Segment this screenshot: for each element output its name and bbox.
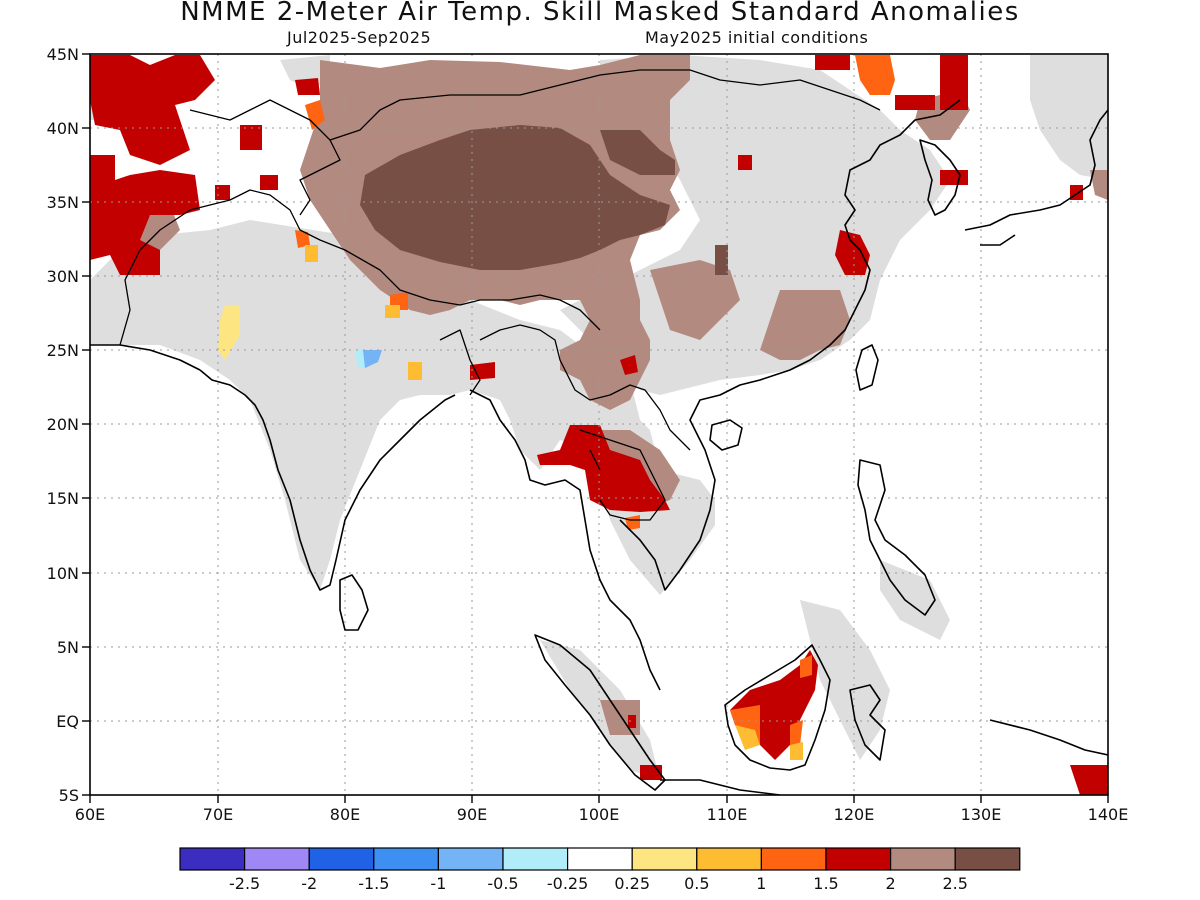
- lon-label: 110E: [707, 805, 748, 824]
- sumatra: [534, 634, 666, 791]
- anomaly-0p25-to-0p5: [218, 305, 240, 360]
- forecast-period: Jul2025-Sep2025: [287, 28, 432, 47]
- lat-label: 10N: [47, 564, 79, 583]
- lat-label: 30N: [47, 267, 79, 286]
- hainan: [709, 419, 743, 451]
- lat-label: 25N: [47, 341, 79, 360]
- colorbar-swatch: [696, 847, 762, 871]
- india-coast: [199, 369, 456, 591]
- lat-label: 40N: [47, 119, 79, 138]
- colorbar-label: -2.5: [229, 874, 260, 893]
- colorbar-swatch: [179, 847, 246, 871]
- lat-label: 20N: [47, 415, 79, 434]
- lat-labels: 45N 40N 35N 30N 25N 20N 15N 10N 5N EQ 5S: [47, 45, 79, 805]
- colorbar-swatch: [566, 847, 633, 871]
- anomaly-neg-1-to-neg-0p5: [363, 350, 382, 368]
- lon-labels: 60E 70E 80E 90E 100E 110E 120E 130E 140E: [75, 805, 1129, 824]
- colorbar-swatch: [631, 847, 698, 871]
- grid: [90, 54, 1108, 795]
- lat-label: EQ: [56, 712, 79, 731]
- lon-label: 140E: [1088, 805, 1129, 824]
- colorbar-swatch: [373, 847, 439, 871]
- lat-label: 45N: [47, 45, 79, 64]
- colorbar-swatch: [244, 847, 310, 871]
- lat-label: 5N: [57, 638, 79, 657]
- anomaly-0p5-to-1: [305, 245, 803, 760]
- colorbar-label: 2.5: [942, 874, 967, 893]
- lon-label: 90E: [457, 805, 487, 824]
- colorbar-label: 2: [886, 874, 896, 893]
- colorbar-label: 0.25: [614, 874, 650, 893]
- indochina-coast: [619, 99, 961, 591]
- lon-label: 130E: [961, 805, 1002, 824]
- colorbar: -2.5 -2 -1.5 -1 -0.5 -0.25 0.25 0.5 1 1.5 2 2.5: [179, 847, 1021, 893]
- colorbar-label: -2: [301, 874, 317, 893]
- arabian-coast: [90, 344, 201, 371]
- colorbar-swatch: [437, 847, 504, 871]
- lon-label: 60E: [75, 805, 105, 824]
- colorbar-label: 1.5: [813, 874, 838, 893]
- sulawesi: [849, 684, 886, 761]
- lon-label: 120E: [834, 805, 875, 824]
- colorbar-swatch: [760, 847, 827, 871]
- bay-east-coast: [469, 389, 661, 691]
- new-guinea: [989, 719, 1108, 756]
- lon-label: 100E: [579, 805, 620, 824]
- japan: [964, 109, 1108, 246]
- taiwan: [855, 344, 879, 391]
- lon-label: 80E: [330, 805, 360, 824]
- colorbar-swatch: [502, 847, 569, 871]
- colorbar-label: 1: [756, 874, 766, 893]
- colorbar-swatch: [308, 847, 375, 871]
- colorbar-label: -0.5: [487, 874, 518, 893]
- philippines: [857, 459, 936, 616]
- colorbar-label: 0.5: [684, 874, 709, 893]
- lat-label: 5S: [59, 786, 79, 805]
- borneo: [724, 644, 831, 771]
- srilanka: [339, 574, 369, 631]
- colorbar-label: -1.5: [358, 874, 389, 893]
- colorbar-swatch: [889, 847, 956, 871]
- lon-label: 70E: [203, 805, 233, 824]
- colorbar-label: -0.25: [547, 874, 588, 893]
- anomaly-gt-2p5: [360, 125, 728, 275]
- map-title: NMME 2-Meter Air Temp. Skill Masked Stan…: [180, 0, 1020, 27]
- colorbar-label: -1: [430, 874, 446, 893]
- coastlines: [90, 69, 1108, 795]
- korea: [919, 139, 961, 216]
- lat-label: 35N: [47, 193, 79, 212]
- java: [660, 779, 781, 795]
- initial-conditions: May2025 initial conditions: [645, 28, 869, 47]
- lat-label: 15N: [47, 489, 79, 508]
- axis-ticks: [82, 53, 1109, 803]
- borders: [119, 69, 881, 521]
- colorbar-swatch: [825, 847, 892, 871]
- colorbar-swatch: [954, 847, 1021, 871]
